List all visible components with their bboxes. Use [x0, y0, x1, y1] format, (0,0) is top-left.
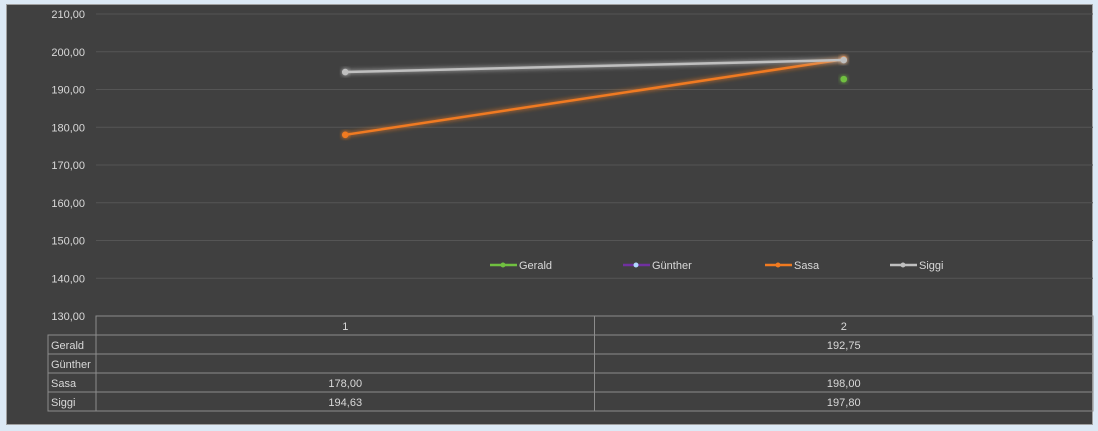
legend-marker	[775, 262, 781, 268]
table-cell: 192,75	[827, 340, 861, 352]
y-tick-label: 200,00	[51, 47, 85, 59]
data-point-Siggi	[341, 68, 349, 76]
legend-label: Günther	[652, 260, 692, 272]
legend-label: Sasa	[794, 260, 820, 272]
y-tick-label: 130,00	[51, 311, 85, 323]
table-cell: 194,63	[328, 397, 362, 409]
row-label: Gerald	[51, 340, 84, 352]
row-label: Günther	[51, 359, 91, 371]
legend-marker	[900, 262, 906, 268]
legend-label: Gerald	[519, 260, 552, 272]
table-cell: 198,00	[827, 378, 861, 390]
y-tick-label: 150,00	[51, 236, 85, 248]
y-tick-label: 140,00	[51, 273, 85, 285]
table-row	[47, 391, 1094, 412]
row-label: Siggi	[51, 397, 75, 409]
table-cell: 178,00	[328, 378, 362, 390]
data-point-Sasa	[341, 131, 349, 139]
series-line-Siggi	[345, 58, 844, 74]
data-point-Siggi	[840, 56, 848, 64]
legend-marker	[633, 262, 639, 268]
legend-marker	[500, 262, 506, 268]
table-cell: 197,80	[827, 397, 861, 409]
table-row	[47, 372, 1094, 393]
legend-label: Siggi	[919, 260, 943, 272]
y-tick-label: 160,00	[51, 198, 85, 210]
chart-panel	[6, 4, 1093, 425]
table-row	[47, 334, 1094, 355]
y-tick-label: 170,00	[51, 160, 85, 172]
y-tick-label: 190,00	[51, 85, 85, 97]
table-row	[47, 353, 1094, 374]
series-line-Sasa	[345, 58, 844, 137]
row-label: Sasa	[51, 378, 77, 390]
category-label: 1	[342, 321, 348, 333]
category-label: 2	[841, 321, 847, 333]
y-tick-label: 210,00	[51, 9, 85, 21]
data-point-Gerald	[840, 75, 848, 83]
y-tick-label: 180,00	[51, 122, 85, 134]
